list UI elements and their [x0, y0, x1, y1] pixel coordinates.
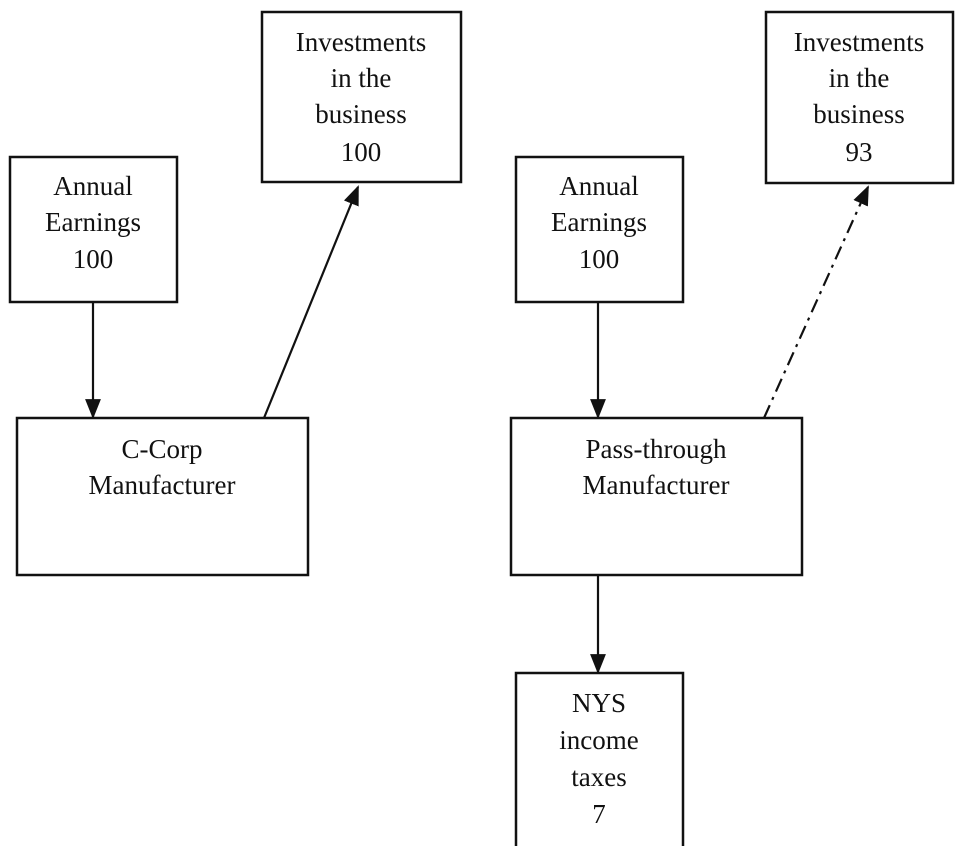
node-box	[260, 10, 463, 184]
node-label: income	[559, 725, 638, 755]
node-label: 100	[73, 244, 114, 274]
node-label: business	[315, 99, 407, 129]
node-label: Earnings	[45, 207, 141, 237]
node-box	[764, 10, 955, 185]
node-label: Investments	[794, 27, 924, 57]
node-label: Manufacturer	[89, 470, 236, 500]
node-box	[514, 155, 685, 304]
node-label: Annual	[53, 171, 132, 201]
node-label: NYS	[572, 688, 626, 718]
node-label: in the	[331, 63, 392, 93]
node-box	[514, 671, 685, 846]
node-label: Pass-through	[586, 434, 727, 464]
node-label: Earnings	[551, 207, 647, 237]
node-label: 100	[579, 244, 620, 274]
node-label: 93	[846, 137, 873, 167]
node-box	[509, 416, 804, 577]
arrow	[262, 185, 360, 419]
dashed-arrow	[762, 185, 870, 419]
node-box	[8, 155, 179, 304]
node-label: in the	[829, 63, 890, 93]
node-label: C-Corp	[122, 434, 203, 464]
node-label: Manufacturer	[583, 470, 730, 500]
node-box	[15, 416, 310, 577]
node-label: business	[813, 99, 905, 129]
node-label: 7	[592, 799, 606, 829]
node-label: taxes	[571, 762, 626, 792]
node-label: Investments	[296, 27, 426, 57]
node-label: Annual	[559, 171, 638, 201]
node-label: 100	[341, 137, 382, 167]
